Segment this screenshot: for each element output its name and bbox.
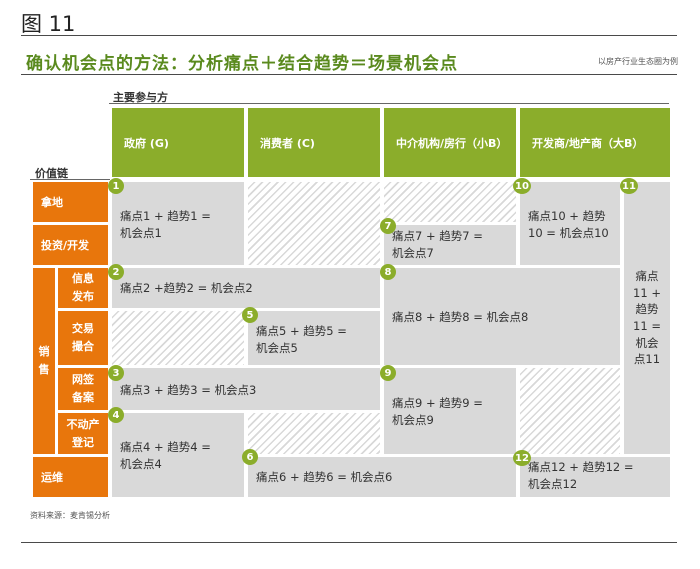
row-header-contract: 网签 备案 [58, 368, 108, 410]
figure-label: 图 11 [21, 12, 76, 36]
row-header-invest: 投资/开发 [33, 225, 108, 265]
cell-9-line-2: 机会点9 [392, 412, 434, 427]
cell-10-line-1: 痛点10 + 趋势 [528, 209, 606, 223]
row-header-match-l2: 撮合 [72, 340, 94, 353]
opportunity-cell-8: 痛点8 + 趋势8 = 机会点8 [384, 268, 620, 365]
cell-5-line-1: 痛点5 + 趋势5 = [256, 324, 347, 338]
opportunity-cell-9: 痛点9 + 趋势9 = 机会点9 [384, 368, 516, 454]
cell-1-line-2: 机会点1 [120, 225, 162, 240]
cell-10-line-2: 10 = 机会点10 [528, 225, 609, 240]
opportunity-cell-2: 痛点2 +趋势2 = 机会点2 [112, 268, 380, 308]
opportunity-cell-11: 痛点 11 + 趋势 11 = 机会 点11 [624, 182, 670, 454]
empty-cell-government-match [112, 311, 244, 365]
cell-6-line-1: 痛点6 + 趋势6 = 机会点6 [256, 470, 393, 484]
cell-11-line-3: 趋势 [635, 302, 659, 317]
cell-11-line-1: 痛点 [635, 268, 659, 283]
value-chain-rule [30, 179, 110, 180]
cell-8-line-1: 痛点8 + 趋势8 = 机会点8 [392, 310, 529, 324]
opportunity-cell-5: 痛点5 + 趋势5 = 机会点5 [248, 311, 380, 365]
source-note: 资料来源：麦肯锡分析 [30, 511, 110, 520]
column-header-government: 政府 (G) [112, 108, 244, 177]
column-header-consumer: 消费者 (C) [248, 108, 380, 177]
badge-2: 2 [108, 264, 124, 280]
row-header-info-l2: 发布 [72, 290, 94, 303]
row-header-info-l1: 信息 [72, 272, 94, 286]
empty-cell-developer-contract [520, 368, 620, 454]
badge-9: 9 [380, 365, 396, 381]
cell-5-line-2: 机会点5 [256, 340, 298, 355]
badge-11: 11 [620, 178, 638, 194]
row-header-ops: 运维 [33, 457, 108, 497]
value-chain-label: 价值链 [35, 167, 68, 180]
badge-12: 12 [513, 450, 531, 466]
cell-12-line-2: 机会点12 [528, 476, 578, 491]
badge-1: 1 [108, 178, 124, 194]
empty-cell-agency-land [384, 182, 516, 222]
participants-rule [109, 103, 669, 104]
opportunity-cell-4: 痛点4 + 趋势4 = 机会点4 [112, 413, 244, 497]
cell-12-line-1: 痛点12 + 趋势12 = [528, 460, 634, 474]
cell-4-line-2: 机会点4 [120, 456, 162, 471]
diagram-title: 确认机会点的方法：分析痛点＋结合趋势＝场景机会点 [26, 54, 458, 74]
row-header-contract-l1: 网签 [72, 373, 94, 387]
cell-4-line-1: 痛点4 + 趋势4 = [120, 440, 211, 454]
cell-3-line-1: 痛点3 + 趋势3 = 机会点3 [120, 383, 257, 397]
row-header-property-l2: 登记 [72, 435, 94, 449]
badge-10: 10 [513, 178, 531, 194]
row-header-land: 拿地 [33, 182, 108, 222]
badge-7: 7 [380, 218, 396, 234]
row-header-match-l1: 交易 [72, 322, 94, 336]
row-header-property: 不动产 登记 [58, 413, 108, 454]
bottom-rule [21, 542, 677, 543]
row-header-match: 交易 撮合 [58, 311, 108, 365]
badge-6: 6 [242, 449, 258, 465]
row-header-sales-char-1: 销 [38, 345, 50, 359]
opportunity-cell-1: 痛点1 + 趋势1 = 机会点1 [112, 182, 244, 265]
row-header-property-l1: 不动产 [66, 417, 100, 431]
row-header-info: 信息 发布 [58, 268, 108, 308]
opportunity-cell-6: 痛点6 + 趋势6 = 机会点6 [248, 457, 516, 497]
badge-3: 3 [108, 365, 124, 381]
opportunity-cell-3: 痛点3 + 趋势3 = 机会点3 [112, 368, 380, 410]
cell-9-line-1: 痛点9 + 趋势9 = [392, 396, 483, 410]
cell-11-line-4: 11 = [633, 319, 661, 333]
opportunity-cell-10: 痛点10 + 趋势 10 = 机会点10 [520, 182, 620, 265]
cell-7-line-2: 机会点7 [392, 245, 434, 260]
empty-cell-consumer-land [248, 182, 380, 265]
row-header-sales-char-2: 售 [38, 363, 50, 376]
main-participants-label: 主要参与方 [113, 91, 168, 104]
cell-1-line-1: 痛点1 + 趋势1 = [120, 209, 211, 223]
empty-cell-consumer-property [248, 413, 380, 454]
badge-5: 5 [242, 307, 258, 323]
badge-4: 4 [108, 407, 124, 423]
cell-11-line-6: 点11 [633, 352, 661, 367]
opportunity-cell-7: 痛点7 + 趋势7 = 机会点7 [384, 225, 516, 265]
cell-2-line-1: 痛点2 +趋势2 = 机会点2 [120, 281, 253, 295]
badge-8: 8 [380, 264, 396, 280]
cell-11-line-5: 机会 [635, 335, 659, 350]
cell-7-line-1: 痛点7 + 趋势7 = [392, 229, 483, 243]
column-header-developer: 开发商/地产商（大B） [520, 108, 670, 177]
opportunity-cell-12: 痛点12 + 趋势12 = 机会点12 [520, 457, 670, 497]
diagram-subtitle: 以房产行业生态圈为例 [598, 57, 678, 66]
top-rule [21, 35, 677, 36]
row-header-sales: 销 售 [33, 268, 55, 454]
cell-11-line-2: 11 + [633, 285, 661, 300]
column-header-agency: 中介机构/房行（小B） [384, 108, 516, 177]
title-rule [21, 74, 677, 75]
row-header-contract-l2: 备案 [72, 391, 94, 404]
